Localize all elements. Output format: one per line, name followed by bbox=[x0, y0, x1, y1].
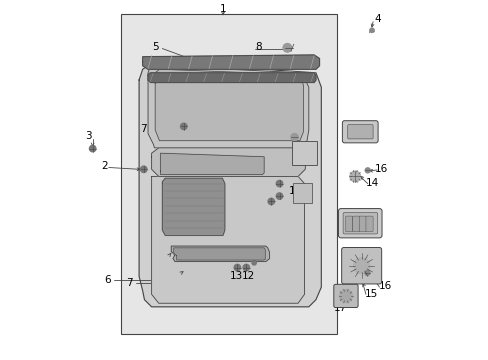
Circle shape bbox=[339, 290, 352, 302]
FancyBboxPatch shape bbox=[345, 216, 352, 232]
FancyBboxPatch shape bbox=[341, 248, 381, 284]
Circle shape bbox=[140, 166, 147, 172]
Text: 3: 3 bbox=[84, 131, 91, 141]
Polygon shape bbox=[151, 176, 304, 303]
FancyBboxPatch shape bbox=[293, 183, 311, 203]
Circle shape bbox=[349, 171, 360, 182]
Circle shape bbox=[365, 168, 369, 173]
Text: 11: 11 bbox=[288, 186, 301, 197]
Text: 16: 16 bbox=[374, 163, 387, 174]
Circle shape bbox=[353, 258, 369, 274]
FancyBboxPatch shape bbox=[343, 212, 377, 234]
Text: 2: 2 bbox=[101, 161, 107, 171]
Text: 7: 7 bbox=[140, 124, 147, 134]
Text: 8: 8 bbox=[255, 42, 262, 52]
Polygon shape bbox=[148, 73, 315, 82]
Circle shape bbox=[283, 44, 291, 52]
Text: 10: 10 bbox=[286, 131, 300, 141]
FancyBboxPatch shape bbox=[365, 216, 372, 232]
Text: 19: 19 bbox=[352, 211, 366, 221]
Text: 9: 9 bbox=[292, 158, 298, 168]
Circle shape bbox=[243, 264, 249, 271]
Circle shape bbox=[180, 123, 186, 130]
Polygon shape bbox=[155, 69, 303, 141]
FancyBboxPatch shape bbox=[342, 121, 377, 143]
Polygon shape bbox=[171, 246, 269, 261]
FancyBboxPatch shape bbox=[347, 125, 372, 139]
Circle shape bbox=[234, 264, 240, 271]
FancyBboxPatch shape bbox=[121, 14, 337, 334]
Circle shape bbox=[369, 28, 373, 32]
Polygon shape bbox=[160, 153, 264, 175]
FancyBboxPatch shape bbox=[338, 208, 381, 238]
Text: 7: 7 bbox=[126, 278, 133, 288]
Text: 5: 5 bbox=[152, 42, 158, 52]
Polygon shape bbox=[139, 62, 321, 307]
Text: 1: 1 bbox=[219, 4, 226, 14]
Circle shape bbox=[276, 193, 282, 199]
FancyBboxPatch shape bbox=[358, 216, 366, 232]
FancyBboxPatch shape bbox=[292, 141, 317, 165]
Text: 13: 13 bbox=[229, 271, 243, 281]
Circle shape bbox=[290, 134, 298, 141]
Text: 15: 15 bbox=[364, 289, 377, 299]
Text: 12: 12 bbox=[242, 271, 255, 281]
FancyBboxPatch shape bbox=[333, 284, 357, 307]
Circle shape bbox=[276, 180, 282, 187]
Polygon shape bbox=[162, 178, 224, 235]
Polygon shape bbox=[173, 248, 264, 260]
Text: 14: 14 bbox=[365, 178, 378, 188]
Text: 6: 6 bbox=[104, 275, 111, 285]
Text: 17: 17 bbox=[333, 303, 346, 313]
Circle shape bbox=[364, 270, 369, 275]
Polygon shape bbox=[148, 66, 308, 148]
Text: 16: 16 bbox=[378, 282, 391, 292]
Circle shape bbox=[267, 198, 274, 204]
Circle shape bbox=[89, 145, 96, 152]
Polygon shape bbox=[142, 55, 319, 69]
Circle shape bbox=[251, 261, 256, 265]
FancyBboxPatch shape bbox=[352, 216, 359, 232]
Text: 18: 18 bbox=[359, 121, 372, 131]
Text: 4: 4 bbox=[373, 14, 380, 23]
Polygon shape bbox=[151, 148, 305, 176]
